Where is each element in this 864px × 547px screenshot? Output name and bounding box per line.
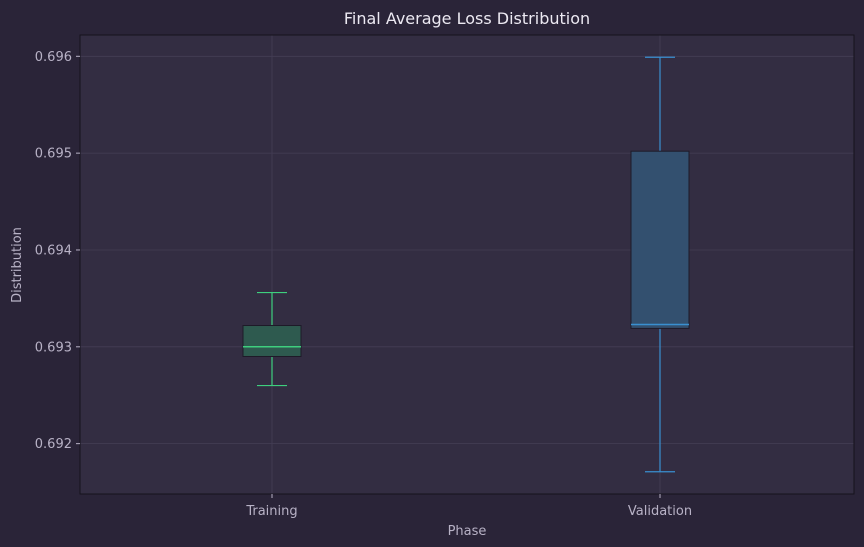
y-tick-label: 0.694 bbox=[35, 243, 72, 258]
plot-frame bbox=[79, 34, 855, 495]
box-training bbox=[242, 291, 302, 387]
x-tick-label: Validation bbox=[628, 504, 692, 519]
box-plots bbox=[242, 56, 690, 473]
x-axis-label: Phase bbox=[448, 524, 487, 539]
box-validation bbox=[630, 56, 690, 473]
y-tick-label: 0.695 bbox=[35, 147, 72, 162]
y-tick-label: 0.693 bbox=[35, 340, 72, 355]
y-tick-label: 0.692 bbox=[35, 437, 72, 452]
chart-title: Final Average Loss Distribution bbox=[344, 9, 590, 28]
x-tick-label: Training bbox=[245, 504, 297, 519]
plot-area bbox=[80, 35, 854, 494]
y-axis-label: Distribution bbox=[10, 227, 25, 303]
iqr-box bbox=[630, 150, 690, 329]
y-tick-label: 0.696 bbox=[35, 50, 72, 65]
iqr-box bbox=[242, 325, 302, 357]
axis-ticks: 0.692 0.693 0.694 0.695 0.696 Training Validat… bbox=[35, 50, 692, 519]
